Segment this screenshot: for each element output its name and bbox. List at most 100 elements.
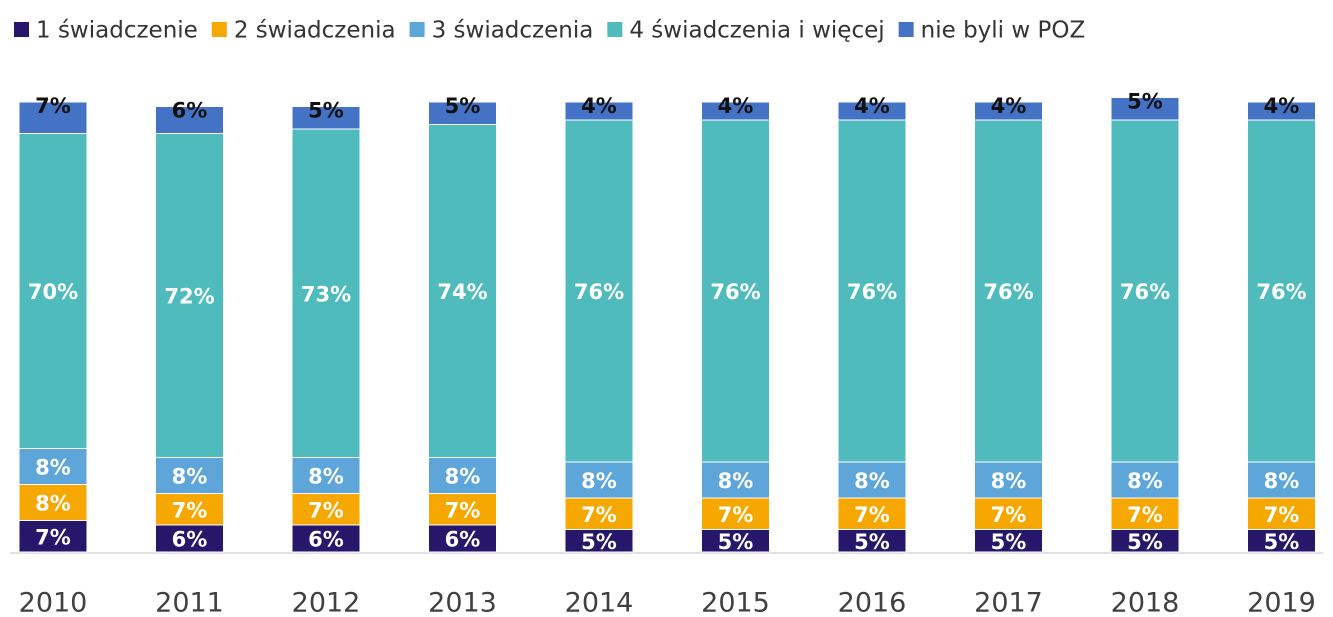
x-tick-label: 2017 — [974, 588, 1043, 617]
legend-swatch — [14, 22, 29, 37]
legend-swatch — [211, 22, 227, 37]
data-label: 6% — [308, 528, 344, 552]
bar-segment — [1110, 497, 1180, 530]
data-label: 7% — [35, 94, 71, 118]
bar-segment — [974, 101, 1043, 121]
data-label: 70% — [28, 280, 78, 304]
data-label: 76% — [1256, 280, 1306, 304]
x-tick-label: 2010 — [19, 588, 88, 617]
data-label: 6% — [172, 99, 208, 123]
data-label: 5% — [1127, 530, 1163, 554]
bar-segment — [1110, 97, 1180, 121]
bar-segment — [564, 461, 634, 499]
data-label: 5% — [1127, 90, 1163, 114]
x-tick-label: 2014 — [565, 588, 634, 617]
data-label: 6% — [445, 528, 481, 552]
bar-segment — [291, 493, 361, 526]
data-label: 4% — [718, 94, 754, 118]
data-label: 8% — [445, 465, 481, 489]
data-label: 76% — [574, 280, 624, 304]
bar-segment — [18, 520, 88, 553]
bar-segment — [291, 106, 361, 130]
data-label: 7% — [991, 503, 1027, 527]
data-label: 8% — [308, 465, 344, 489]
bar-segment — [1247, 461, 1316, 499]
bar-segment — [837, 101, 907, 121]
bar-segment — [291, 128, 361, 458]
data-label: 76% — [1120, 280, 1170, 304]
data-label: 8% — [1127, 469, 1163, 493]
data-label: 7% — [445, 498, 481, 522]
bar-segment — [155, 493, 224, 526]
data-label: 4% — [581, 94, 617, 118]
bar-segment — [974, 497, 1043, 530]
bar-segment — [1110, 461, 1180, 499]
x-tick-label: 2013 — [428, 588, 497, 617]
data-label: 5% — [308, 99, 344, 123]
bar-segment — [428, 524, 497, 553]
data-label: 76% — [710, 280, 760, 304]
data-label: 5% — [718, 530, 754, 554]
data-label: 5% — [1264, 530, 1300, 554]
legend-label: 2 świadczenia — [234, 18, 396, 44]
data-label: 4% — [991, 94, 1027, 118]
data-label: 7% — [308, 498, 344, 522]
bar-segment — [291, 457, 361, 494]
data-label: 8% — [718, 469, 754, 493]
data-label: 73% — [301, 282, 351, 306]
data-label: 7% — [172, 498, 208, 522]
data-label: 4% — [854, 94, 890, 118]
bar-segment — [1247, 497, 1316, 530]
bar-segment — [18, 133, 88, 449]
bar-segment — [155, 457, 224, 494]
data-label: 7% — [1264, 503, 1300, 527]
bar-segment — [18, 101, 88, 134]
data-label: 8% — [581, 469, 617, 493]
legend-swatch — [607, 22, 623, 37]
bar-segment — [701, 461, 770, 499]
data-label: 76% — [847, 280, 897, 304]
bar-segment — [564, 101, 634, 121]
bar-segment — [974, 119, 1043, 463]
legend-label: nie byli w POZ — [921, 18, 1086, 44]
bar-segment — [837, 461, 907, 499]
bar-segment — [428, 457, 497, 494]
data-label: 8% — [1264, 469, 1300, 493]
legend-label: 1 świadczenie — [36, 18, 198, 44]
bar-segment — [837, 497, 907, 530]
x-tick-label: 2012 — [292, 588, 361, 617]
x-tick-label: 2018 — [1111, 588, 1180, 617]
data-label: 5% — [581, 530, 617, 554]
data-label: 5% — [991, 530, 1027, 554]
bar-segment — [428, 101, 497, 125]
data-label: 5% — [854, 530, 890, 554]
x-tick-label: 2016 — [838, 588, 907, 617]
bar-segment — [155, 133, 224, 458]
legend-label: 3 świadczenia — [432, 18, 594, 44]
data-label: 72% — [164, 285, 214, 309]
x-tick-label: 2015 — [701, 588, 770, 617]
bar-segment — [564, 119, 634, 463]
bar-segment — [974, 461, 1043, 499]
bar-segment — [155, 106, 224, 134]
data-label: 7% — [1127, 503, 1163, 527]
legend-swatch — [898, 22, 914, 37]
bar-segment — [155, 524, 224, 553]
bar-segment — [428, 493, 497, 526]
bar-segment — [1247, 101, 1316, 121]
x-tick-label: 2011 — [155, 588, 224, 617]
data-label: 7% — [35, 525, 71, 549]
bar-segment — [18, 484, 88, 521]
legend-swatch — [409, 22, 425, 37]
x-tick-label: 2019 — [1247, 588, 1316, 617]
data-label: 7% — [581, 503, 617, 527]
bar-segment — [1110, 119, 1180, 463]
data-label: 8% — [172, 465, 208, 489]
data-label: 8% — [35, 456, 71, 480]
legend-label: 4 świadczenia i więcej — [629, 18, 884, 44]
bar-segment — [291, 524, 361, 553]
data-label: 8% — [35, 492, 71, 516]
data-label: 8% — [991, 469, 1027, 493]
bar-segment — [701, 101, 770, 121]
